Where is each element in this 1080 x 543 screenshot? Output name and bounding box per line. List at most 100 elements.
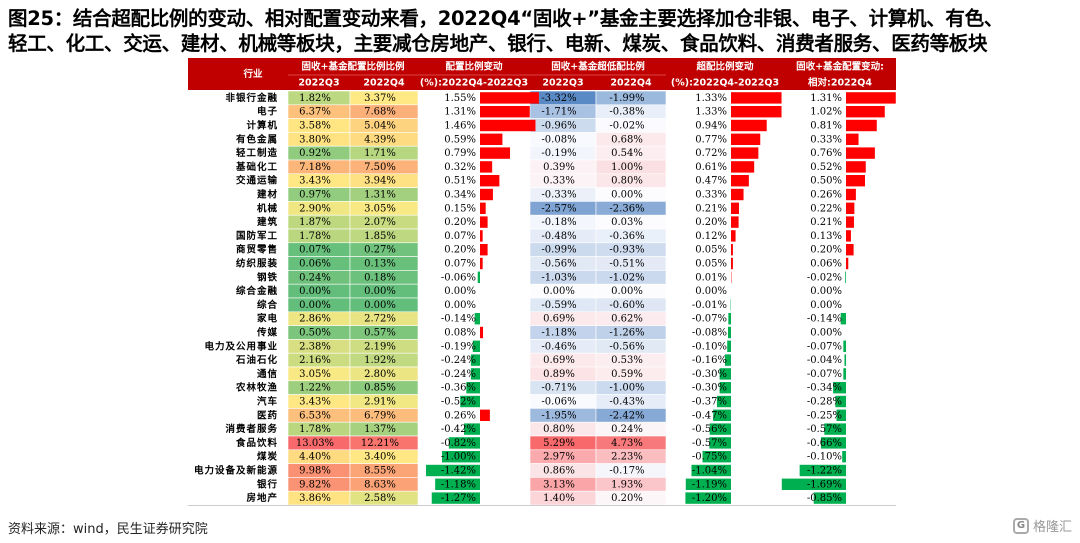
over-q3-cell: -0.18% — [541, 217, 576, 228]
table-row: 9.98% 8.55% 0.86% -0.17% 电力设备及新能源 -1.42% -1.04… — [194, 463, 846, 478]
alloc-q3-cell: 3.05% — [299, 369, 331, 380]
alloc-change-bar — [466, 382, 480, 394]
table-row: 1.78% 1.37% 0.80% 0.24% 消费者服务 -0.42% -0.56% -0.… — [225, 421, 846, 437]
over-change-label: -0.30% — [692, 369, 727, 380]
industry-name: 综合 — [257, 299, 278, 311]
header-over-q4: 2022Q4 — [610, 78, 652, 89]
over-change-bar — [731, 244, 733, 256]
over-change-label: 0.12% — [695, 231, 727, 242]
over-change-label: 1.33% — [695, 93, 727, 104]
table-row: 2.38% 2.19% -0.46% -0.56% 电力及公用事业 -0.19% -0.10… — [204, 339, 846, 354]
alloc-change-bar — [480, 147, 511, 159]
alloc-change-label: -0.14% — [441, 314, 476, 325]
watermark: G 格隆汇 — [1012, 516, 1072, 535]
alloc-q4-cell: 3.37% — [364, 93, 396, 104]
over-q3-cell: -2.57% — [541, 203, 576, 214]
alloc-change-bar — [480, 175, 500, 187]
alloc-change-bar — [460, 395, 480, 408]
rel-change-label: 0.76% — [810, 148, 842, 159]
header-background — [188, 58, 896, 90]
over-change-bar — [731, 161, 755, 173]
rel-change-bar — [799, 464, 846, 477]
alloc-q4-cell: 2.19% — [364, 341, 396, 352]
over-change-label: 0.05% — [695, 245, 727, 256]
over-change-bar — [702, 451, 731, 463]
alloc-change-label: -0.36% — [441, 383, 476, 394]
alloc-q4-cell: 1.37% — [364, 424, 396, 435]
over-q4-cell: 0.24% — [611, 424, 643, 435]
over-change-bar — [719, 368, 731, 380]
industry-name: 家电 — [257, 313, 278, 325]
industry-name: 消费者服务 — [225, 423, 278, 435]
rel-change-bar — [846, 133, 859, 145]
table-row: 4.40% 3.40% 2.97% 2.23% 煤炭 -1.00% -0.75% -0.10% — [257, 449, 846, 464]
alloc-q4-cell: 0.27% — [364, 245, 396, 256]
over-change-bar — [713, 409, 731, 421]
alloc-q4-cell: 4.39% — [364, 134, 396, 145]
rel-change-bar — [835, 395, 846, 408]
industry-name: 农林牧渔 — [235, 382, 278, 394]
over-q3-cell: -0.71% — [541, 383, 576, 394]
alloc-q3-cell: 9.82% — [299, 479, 331, 490]
alloc-q4-cell: 6.79% — [364, 410, 396, 421]
table-row: 3.43% 2.91% -0.06% -0.43% 汽车 -0.52% -0.37% -0.2… — [257, 394, 846, 409]
table-row: 0.06% 0.13% -0.56% -0.51% 纺织服装 0.07% 0.05% 0.06… — [236, 256, 849, 271]
over-change-bar — [728, 313, 731, 325]
over-q4-cell-bg — [595, 490, 667, 506]
alloc-q4-cell: 0.00% — [364, 300, 396, 311]
alloc-q4-cell: 0.85% — [364, 383, 396, 394]
over-q4-cell: 0.00% — [611, 190, 643, 201]
alloc-change-bar — [431, 492, 480, 504]
over-q4-cell: 0.62% — [611, 314, 643, 325]
over-change-label: -0.57% — [692, 438, 727, 449]
rel-change-label: -0.02% — [807, 272, 842, 283]
alloc-q3-cell: 2.38% — [299, 341, 331, 352]
table-row: 9.82% 8.63% 3.13% 1.93% 银行 -1.18% -1.19% -1.69% — [257, 477, 846, 492]
over-q3-cell: -1.95% — [541, 410, 576, 421]
over-change-bar — [731, 175, 749, 187]
alloc-change-label: -1.42% — [441, 466, 476, 477]
over-q3-cell: 0.80% — [543, 424, 575, 435]
alloc-change-label: 0.07% — [444, 259, 476, 270]
alloc-change-label: 0.20% — [444, 217, 476, 228]
rel-change-label: 0.50% — [810, 176, 842, 187]
table-row: 13.03% 12.21% 5.29% 4.73% 食品饮料 -0.82% -0.57% -0… — [235, 435, 846, 451]
industry-name: 基础化工 — [235, 161, 278, 173]
rel-change-label: 0.81% — [810, 121, 842, 132]
rel-change-label: 0.00% — [810, 300, 842, 311]
rel-change-label: 0.21% — [810, 217, 842, 228]
alloc-change-bar — [480, 188, 493, 201]
table-row: 6.53% 6.79% -1.95% -2.42% 医药 0.26% -0.47% -0.25… — [257, 408, 846, 423]
rel-change-label: -0.25% — [807, 410, 842, 421]
over-change-bar — [691, 464, 731, 477]
over-q3-cell: -0.56% — [541, 259, 576, 270]
header-group-over: 固收+基金超低配比例 — [551, 61, 644, 73]
industry-name: 电子 — [257, 106, 278, 118]
alloc-q4-cell: 7.68% — [364, 107, 396, 118]
rel-change-bar — [846, 92, 896, 104]
industry-name: 房地产 — [246, 492, 278, 504]
over-change-bar — [727, 340, 731, 352]
chart-title-line1: 图25：结合超配比例的变动、相对配置变动来看，2022Q4“固收+”基金主要选择… — [8, 7, 1004, 30]
alloc-q3-cell: 3.43% — [299, 397, 331, 408]
alloc-change-label: 0.59% — [444, 134, 476, 145]
alloc-q3-cell: 3.43% — [299, 176, 331, 187]
alloc-change-label: -0.82% — [441, 438, 476, 449]
industry-name: 有色金属 — [236, 133, 278, 145]
alloc-q4-cell: 0.13% — [364, 259, 396, 270]
table-row: 3.58% 5.04% -0.96% -0.02% 计算机 1.46% 0.94% 0.81% — [246, 118, 877, 133]
header-alloc-q4: 2022Q4 — [363, 78, 405, 89]
over-q3-cell: -1.18% — [541, 328, 576, 339]
industry-name: 建筑 — [256, 216, 278, 228]
alloc-change-label: 0.07% — [444, 231, 476, 242]
rel-change-bar — [846, 175, 865, 187]
over-change-label: 0.33% — [695, 190, 727, 201]
industry-name: 商贸零售 — [236, 244, 278, 256]
rel-change-bar — [820, 437, 846, 449]
header-over-change-1: 超配比例变动 — [695, 61, 754, 73]
header-group-alloc: 固收+基金配置比例比例 — [302, 61, 405, 73]
alloc-change-label: -0.06% — [441, 272, 476, 283]
rel-change-label: 0.00% — [810, 286, 842, 297]
alloc-q4-cell: 2.07% — [364, 217, 396, 228]
rel-change-label: -0.04% — [807, 355, 842, 366]
